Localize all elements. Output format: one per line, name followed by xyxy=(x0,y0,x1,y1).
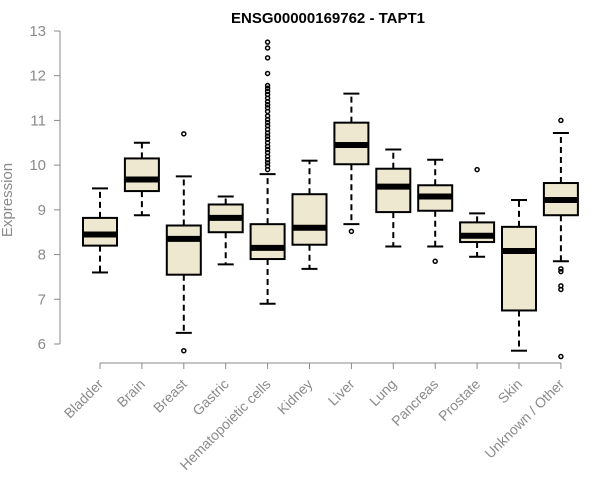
outlier-point xyxy=(264,102,271,108)
box-iqr xyxy=(249,223,286,261)
outlier-point xyxy=(264,146,271,153)
box-group xyxy=(375,148,412,248)
box-group xyxy=(207,195,244,266)
y-axis-label: Expression xyxy=(0,163,16,237)
box-group xyxy=(123,141,160,217)
outlier-point xyxy=(558,268,564,275)
outlier-point xyxy=(558,353,564,360)
outlier-point xyxy=(264,39,271,45)
outlier-point xyxy=(264,88,271,95)
y-tick-label: 11 xyxy=(30,112,46,129)
box-group xyxy=(459,166,496,258)
x-tick-label: Liver xyxy=(325,376,358,409)
outlier-point xyxy=(264,98,271,105)
outlier-point xyxy=(264,82,271,89)
box-iqr xyxy=(501,225,537,312)
box-group xyxy=(82,187,118,274)
box-group xyxy=(249,39,286,305)
y-tick-label: 9 xyxy=(38,202,46,219)
x-tick-label: Kidney xyxy=(274,376,316,418)
outlier-point xyxy=(558,117,564,124)
y-tick-label: 7 xyxy=(38,291,46,308)
outlier-point xyxy=(264,143,271,150)
box-group xyxy=(291,159,328,270)
chart-title: ENSG00000169762 - TAPT1 xyxy=(231,10,425,27)
y-tick-label: 13 xyxy=(29,23,46,40)
x-tick-label: Lung xyxy=(366,376,399,409)
x-tick-label: Breast xyxy=(150,376,190,416)
box-group xyxy=(417,158,454,265)
x-tick-label: Prostate xyxy=(435,376,483,424)
boxes xyxy=(82,39,579,360)
x-tick-label: Pancreas xyxy=(388,376,441,429)
x-tick-label: Bladder xyxy=(61,376,107,422)
outlier-point xyxy=(264,45,271,51)
box-iqr xyxy=(165,224,202,276)
outlier-point xyxy=(264,119,271,126)
box-iqr xyxy=(123,157,160,193)
outlier-point xyxy=(264,116,271,123)
outlier-point xyxy=(264,130,271,136)
x-tick-label: Unknown / Other xyxy=(481,376,567,462)
x-tick-label: Brain xyxy=(114,376,148,410)
y-axis: 6 7 8 9 10 11 12 13 xyxy=(29,23,61,353)
outlier-point xyxy=(264,55,271,61)
outlier-point xyxy=(264,133,271,139)
box-group xyxy=(165,131,202,354)
outlier-point xyxy=(264,157,271,163)
box-group xyxy=(542,117,579,360)
outlier-point xyxy=(264,108,271,115)
box-iqr xyxy=(459,221,496,244)
outlier-point xyxy=(432,258,438,265)
box-group xyxy=(501,199,537,352)
outlier-point xyxy=(558,266,564,272)
box-iqr xyxy=(291,193,328,246)
outlier-point xyxy=(264,70,271,77)
y-tick-label: 10 xyxy=(29,157,46,174)
box-group xyxy=(333,92,370,235)
outlier-point xyxy=(474,166,480,173)
outlier-point xyxy=(181,347,187,354)
box-iqr xyxy=(375,167,412,214)
y-tick-label: 8 xyxy=(38,247,46,264)
outlier-point xyxy=(264,166,271,173)
outlier-point xyxy=(264,160,271,166)
y-tick-label: 6 xyxy=(38,336,46,353)
y-tick-label: 12 xyxy=(29,68,46,85)
x-tick-label: Skin xyxy=(495,376,526,407)
outlier-point xyxy=(264,85,271,91)
outlier-point xyxy=(558,286,564,293)
outlier-point xyxy=(348,228,355,235)
outlier-point xyxy=(181,131,187,137)
